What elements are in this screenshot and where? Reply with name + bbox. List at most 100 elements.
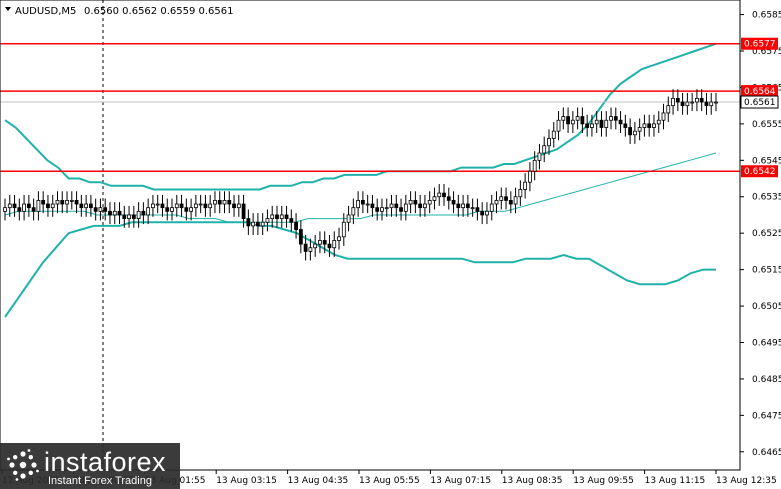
candle-body <box>65 199 69 205</box>
candle-body <box>647 123 652 128</box>
candle-body <box>284 214 289 220</box>
candle-body <box>256 221 260 227</box>
candle-body <box>508 199 513 205</box>
candle-body <box>465 203 470 209</box>
logo-tagline: Instant Forex Trading <box>48 475 152 487</box>
candle-body <box>55 199 60 205</box>
candle-body <box>370 203 375 209</box>
candle-body <box>12 203 17 209</box>
candle-body <box>451 199 456 205</box>
time-tick-label: 13 Aug 08:35 <box>502 476 563 486</box>
candle-body <box>566 116 570 125</box>
band-line-upper <box>4 42 717 191</box>
candle-body <box>599 119 604 128</box>
candle-body <box>695 97 699 103</box>
current-price-tag <box>740 95 779 109</box>
candle-body <box>193 203 198 209</box>
candle-body <box>31 207 36 212</box>
candle-body <box>675 97 680 103</box>
candle-body <box>604 119 609 128</box>
candle-body <box>618 119 623 125</box>
price-tags: 0.6577 0.6564 0.6542 0.6561 <box>740 37 779 178</box>
candle-body <box>432 196 437 201</box>
candle-body <box>671 97 675 107</box>
price-tick-label: 0.6535 <box>752 193 781 203</box>
candle-body <box>456 203 461 209</box>
candle-body <box>709 101 714 107</box>
price-tick-label: 0.6545 <box>752 156 781 166</box>
candle-body <box>413 199 418 205</box>
candle-body <box>513 196 518 205</box>
level-tag <box>741 37 778 50</box>
candle-body <box>232 203 236 209</box>
candle-body <box>217 199 222 205</box>
plot-frame <box>0 0 741 471</box>
candle-body <box>494 199 499 205</box>
candle-body <box>499 196 504 201</box>
candle-body <box>527 170 532 183</box>
candle-body <box>561 116 566 121</box>
candle-body <box>365 203 370 206</box>
candle-body <box>628 127 633 136</box>
candle-body <box>98 207 103 212</box>
candle-body <box>470 207 475 210</box>
candle-body <box>141 210 146 216</box>
price-tick-label: 0.6475 <box>752 411 781 421</box>
current-price-label: 0.6561 <box>744 98 776 108</box>
horizontal-levels <box>0 42 740 172</box>
candle-body <box>174 203 179 209</box>
candle-body <box>298 229 303 245</box>
candle-body <box>427 199 432 205</box>
candle-body <box>294 221 298 230</box>
time-tick-label: 13 Aug 05:55 <box>359 476 420 486</box>
candle-body <box>341 221 346 238</box>
chevron-down-icon[interactable] <box>5 7 11 11</box>
candle-body <box>151 203 155 209</box>
candle-body <box>613 116 618 121</box>
logo-name: instaforex <box>44 447 167 477</box>
candle-body <box>690 101 695 104</box>
candle-body <box>222 199 227 205</box>
candle-body <box>203 203 208 209</box>
candle-body <box>318 240 322 245</box>
candle-body <box>394 203 399 209</box>
candles <box>3 89 718 261</box>
candle-body <box>79 203 84 209</box>
candle-body <box>236 203 241 209</box>
candle-body <box>680 101 685 107</box>
time-tick-label: 13 Aug 12:35 <box>716 476 777 486</box>
candle-body <box>36 199 41 212</box>
price-tick-label: 0.6525 <box>752 229 781 239</box>
candle-body <box>155 203 160 206</box>
level-tag-label: 0.6542 <box>744 167 776 177</box>
candle-body <box>523 181 528 190</box>
candle-body <box>461 203 465 209</box>
candle-body <box>122 214 127 220</box>
level-tag-label: 0.6577 <box>744 40 776 50</box>
candle-body <box>547 138 551 147</box>
logo-mark-icon <box>7 449 39 481</box>
candle-body <box>227 199 232 205</box>
candle-body <box>260 221 265 227</box>
candle-body <box>170 207 174 212</box>
candle-body <box>165 207 170 212</box>
candle-body <box>46 203 50 209</box>
candle-body <box>423 203 427 209</box>
candle-body <box>60 199 65 205</box>
candle-body <box>3 207 7 212</box>
candle-body <box>198 203 203 206</box>
candle-body <box>704 101 709 107</box>
price-axis: 0.65850.65750.65650.65550.65450.65350.65… <box>740 11 781 458</box>
candle-body <box>480 210 485 216</box>
candle-body <box>131 214 136 220</box>
time-tick-label: 13 Aug 09:55 <box>573 476 634 486</box>
price-tick-label: 0.6495 <box>752 338 781 348</box>
price-tick-label: 0.6505 <box>752 302 781 312</box>
candle-body <box>666 105 671 114</box>
candle-body <box>308 247 313 252</box>
candle-body <box>570 119 575 125</box>
candle-body <box>184 207 189 212</box>
candle-body <box>623 123 628 128</box>
candle-body <box>446 196 451 201</box>
